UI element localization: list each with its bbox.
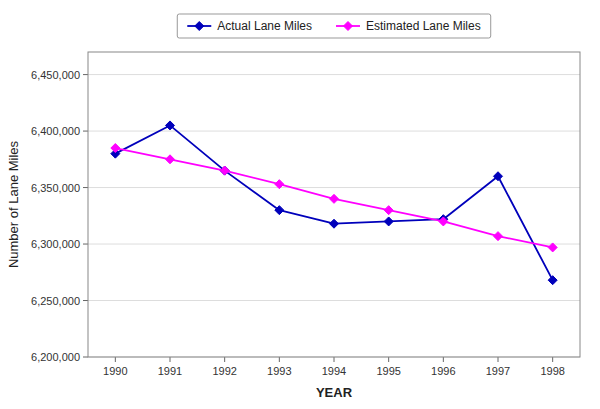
y-axis-label: Number of Lane Miles [6, 140, 21, 268]
grid-line [88, 300, 580, 301]
point [384, 217, 393, 226]
y-axis: 6,200,000 6,250,000 6,300,000 6,350,000 6,40… [31, 69, 88, 363]
x-tick [170, 357, 171, 362]
x-tick [388, 357, 389, 362]
legend: Actual Lane Miles Estimated Lane Miles [177, 14, 490, 38]
point [384, 206, 393, 215]
grid-line [88, 187, 580, 188]
y-tick [83, 74, 88, 75]
point [220, 166, 229, 175]
x-tick-label: 1994 [322, 365, 346, 377]
point [111, 144, 120, 153]
y-tick-label: 6,350,000 [31, 182, 80, 194]
legend-marker [343, 22, 352, 31]
point [330, 194, 339, 203]
point [275, 180, 284, 189]
grid-line [88, 244, 580, 245]
x-tick [279, 357, 280, 362]
x-tick [115, 357, 116, 362]
x-axis: 1990 1991 1992 1993 1994 1995 1996 1997 1998 [103, 357, 565, 377]
x-tick-label: 1993 [267, 365, 291, 377]
series-line [115, 148, 552, 247]
point [220, 166, 229, 175]
x-tick-label: 1992 [212, 365, 236, 377]
grid [88, 75, 580, 357]
y-tick-label: 6,300,000 [31, 238, 80, 250]
grid-line [88, 74, 580, 75]
series [111, 144, 557, 252]
point [439, 217, 448, 226]
x-tick [443, 357, 444, 362]
point [494, 232, 503, 241]
legend-label: Estimated Lane Miles [366, 19, 481, 33]
y-tick [83, 357, 88, 358]
y-tick [83, 131, 88, 132]
y-tick-label: 6,450,000 [31, 69, 80, 81]
x-tick [498, 357, 499, 362]
point [166, 155, 175, 164]
x-tick [224, 357, 225, 362]
x-tick-label: 1995 [376, 365, 400, 377]
x-tick-label: 1990 [103, 365, 127, 377]
point [166, 121, 175, 130]
chart: 6,200,000 6,250,000 6,300,000 6,350,000 6,40… [0, 0, 600, 409]
y-tick-label: 6,200,000 [31, 351, 80, 363]
y-tick-label: 6,250,000 [31, 295, 80, 307]
y-tick-label: 6,400,000 [31, 125, 80, 137]
grid-line [88, 131, 580, 132]
x-tick-label: 1991 [158, 365, 182, 377]
series-line [115, 125, 552, 280]
data-area [111, 121, 557, 285]
plot-background [88, 52, 580, 357]
x-tick-label: 1996 [431, 365, 455, 377]
y-tick [83, 300, 88, 301]
point [494, 172, 503, 181]
x-tick [334, 357, 335, 362]
legend-marker [195, 22, 204, 31]
series [111, 121, 557, 285]
x-axis-label: YEAR [316, 385, 353, 400]
legend-box [177, 14, 490, 38]
legend-item: Actual Lane Miles [187, 19, 312, 33]
point [548, 243, 557, 252]
point [275, 206, 284, 215]
x-tick-label: 1997 [486, 365, 510, 377]
x-tick [552, 357, 553, 362]
point [330, 219, 339, 228]
plot-frame [88, 52, 580, 357]
legend-item: Estimated Lane Miles [336, 19, 481, 33]
legend-label: Actual Lane Miles [217, 19, 312, 33]
y-tick [83, 244, 88, 245]
x-tick-label: 1998 [540, 365, 564, 377]
y-tick [83, 187, 88, 188]
point [548, 276, 557, 285]
